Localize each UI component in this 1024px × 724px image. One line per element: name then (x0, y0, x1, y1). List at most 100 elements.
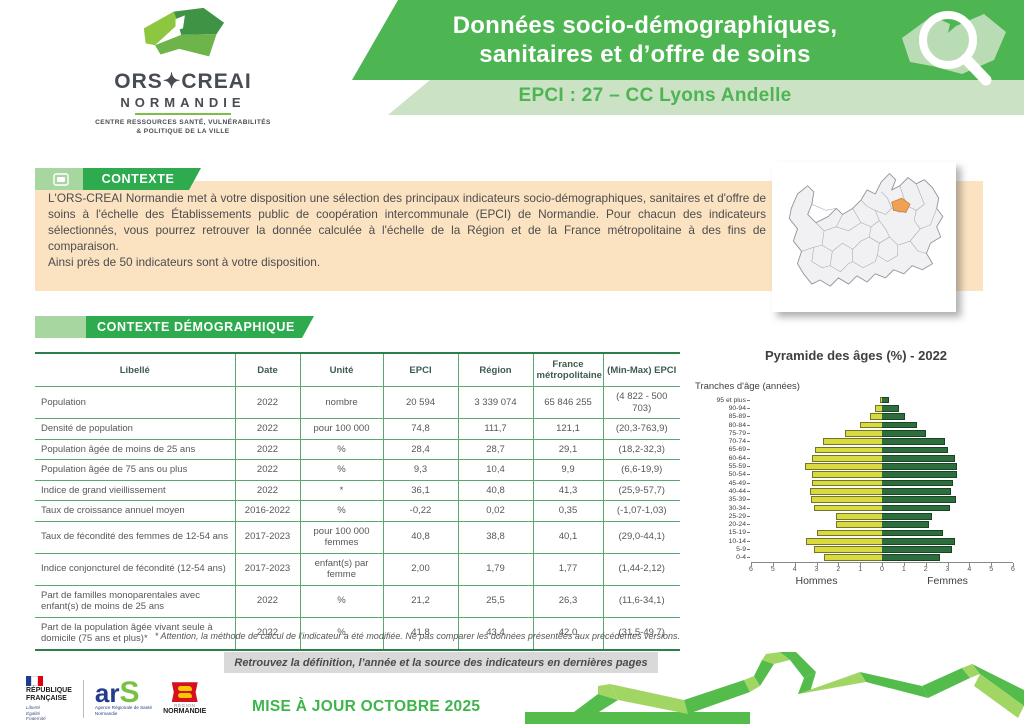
axis-tick (747, 532, 750, 534)
pyramid-row: 55-59 (693, 462, 1019, 470)
table-cell: 41,3 (532, 480, 603, 501)
bar-femmes (882, 488, 951, 495)
table-cell: Taux de croissance annuel moyen (35, 500, 235, 522)
contexte-paragraph: L'ORS-CREAI Normandie met à votre dispos… (48, 190, 766, 270)
axis-tick-label: 2 (836, 565, 841, 573)
table-footnote: * Attention, la méthode de calcul de l'i… (154, 631, 680, 641)
age-group-label: 85-89 (728, 413, 746, 421)
table-cell: 0,02 (457, 500, 533, 522)
pyramid-bars (751, 520, 1013, 528)
pyramid-row: 90-94 (693, 404, 1019, 412)
axis-tickmark (991, 562, 993, 566)
table-cell: Population âgée de moins de 25 ans (35, 439, 235, 460)
table-cell: 9,9 (532, 459, 603, 481)
bar-hommes (875, 405, 882, 412)
bar-femmes (882, 421, 917, 429)
age-group-label: 5-9 (736, 545, 746, 553)
rf-line1: RÉPUBLIQUE (26, 687, 72, 694)
table-cell: 111,7 (457, 418, 533, 440)
axis-tick (747, 466, 750, 468)
age-group-label: 20-24 (728, 521, 746, 529)
bar-hommes (812, 479, 882, 487)
bar-hommes (844, 429, 882, 437)
axis-tick-label: 5 (770, 565, 775, 573)
table-cell: 1,79 (457, 553, 533, 586)
table-cell: Part de familles monoparentales avec enf… (35, 585, 235, 618)
table-cell: nombre (299, 386, 383, 419)
pyramid-bars (751, 429, 1013, 437)
bar-femmes (882, 529, 944, 537)
table-cell: 36,1 (382, 480, 458, 501)
green-ribbon-graphic (525, 652, 1024, 724)
pyramid-bars (751, 545, 1013, 553)
age-pyramid-chart: Pyramide des âges (%) - 2022 Tranches d'… (693, 348, 1019, 587)
table-row: Taux de croissance annuel moyen 2016-2022… (35, 500, 680, 522)
pyramid-row: 85-89 (693, 413, 1019, 421)
axis-tickmark (903, 562, 905, 566)
axis-tickmark (816, 562, 818, 566)
pyramid-row: 10-14 (693, 537, 1019, 545)
pyramid-bars (751, 471, 1013, 479)
pyramid-row: 95 et plus (693, 396, 1019, 404)
bar-femmes (882, 463, 958, 470)
bar-femmes (882, 554, 940, 562)
axis-tick-label: 5 (989, 565, 994, 573)
definitions-banner: Retrouvez la définition, l’année et la s… (224, 652, 658, 673)
pyramid-bars (751, 554, 1013, 562)
bar-femmes (882, 537, 956, 545)
age-group-label: 25-29 (728, 512, 746, 520)
contexte-section-label: CONTEXTE (35, 168, 201, 190)
table-cell: 74,8 (382, 418, 458, 440)
bar-femmes (882, 438, 946, 445)
axis-tick (747, 424, 750, 426)
age-group-label: 0-4 (736, 554, 746, 562)
ars-logo: arS Agence Régionale de Santé Normandie (95, 678, 152, 716)
age-group-label: 50-54 (728, 471, 746, 479)
logo-region-name: NORMANDIE (120, 95, 246, 110)
bar-femmes (882, 471, 958, 479)
bar-femmes (882, 479, 953, 487)
table-cell: % (299, 617, 383, 651)
pyramid-bars (751, 537, 1013, 545)
table-cell: 121,1 (532, 418, 603, 440)
pyramid-row: 35-39 (693, 496, 1019, 504)
magnifier-map-icon (892, 2, 1018, 88)
table-row: Population âgée de 75 ans ou plus 2022% 9,… (35, 459, 680, 481)
logo-tagline-line2: & POLITIQUE DE LA VILLE (136, 127, 230, 135)
bar-femmes (882, 496, 957, 504)
axis-tickmark (882, 562, 883, 566)
axis-tick-label: 6 (1011, 565, 1015, 573)
contexte-label-text: CONTEXTE (83, 168, 201, 190)
table-cell: % (299, 500, 383, 522)
pyramid-bars (751, 462, 1013, 470)
page-title-line1: Données socio-démographiques, (452, 12, 838, 39)
table-cell: 38,8 (457, 521, 533, 554)
axis-tick (747, 407, 750, 409)
footer-divider (82, 679, 84, 718)
table-cell: 2016-2022 (234, 500, 300, 522)
table-cell: Part de la population âgée vivant seule … (35, 617, 235, 651)
page-title: Données socio-démographiques, sanitaires… (390, 11, 900, 69)
ors-creai-logo: ORS✦CREAI NORMANDIE CENTRE RESSOURCES SA… (78, 6, 288, 136)
table-row: Part de familles monoparentales avec enf… (35, 585, 680, 618)
table-cell: 2022 (234, 480, 300, 501)
table-cell: 2022 (234, 585, 300, 618)
axis-tickmark (947, 562, 949, 566)
axis-tick (747, 416, 750, 418)
bar-hommes (879, 396, 882, 404)
pyramid-bars (751, 421, 1013, 429)
column-header: France métropolitaine (532, 352, 603, 387)
table-cell: 2022 (234, 439, 300, 460)
table-cell: 40,8 (382, 521, 458, 554)
age-group-label: 70-74 (728, 438, 746, 446)
bar-hommes (814, 546, 882, 553)
footer-logos: RÉPUBLIQUE FRANÇAISE Liberté Égalité Fra… (26, 676, 206, 722)
table-cell: 20 594 (382, 386, 458, 419)
age-group-label: 90-94 (728, 404, 746, 412)
axis-tickmark (860, 562, 862, 566)
table-cell: (20,3-763,9) (602, 418, 680, 440)
age-group-label: 30-34 (728, 504, 746, 512)
age-group-label: 40-44 (728, 487, 746, 495)
pyramid-bars (751, 396, 1013, 404)
axis-tick (747, 482, 750, 484)
